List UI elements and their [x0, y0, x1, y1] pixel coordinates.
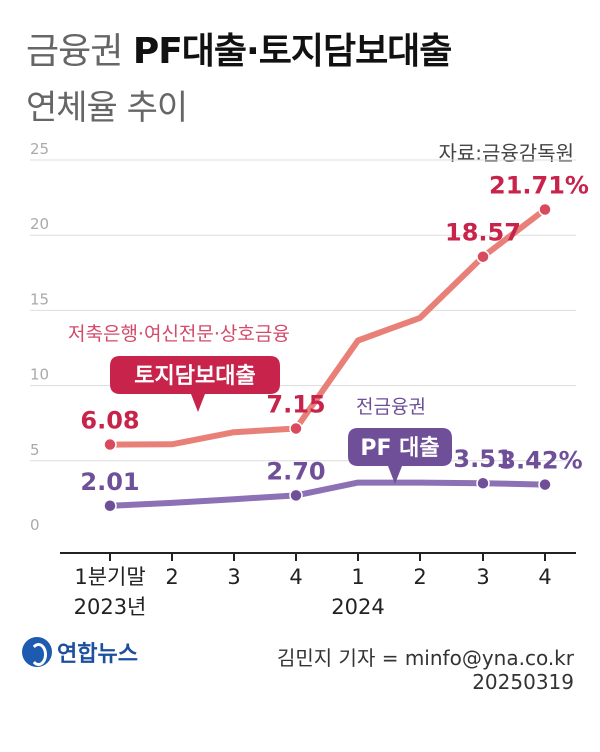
publish-date: 20250319	[472, 670, 574, 694]
y-tick-5: 5	[30, 441, 40, 459]
legend-tag-red: 토지담보대출	[110, 356, 280, 412]
data-point-0-0	[103, 437, 117, 452]
chart-title: 금융권 PF대출·토지담보대출	[26, 22, 453, 74]
y-tick-10: 10	[30, 366, 49, 384]
data-label-1-6: 3.51	[453, 445, 512, 473]
data-label-0-0: 6.08	[80, 407, 139, 435]
reporter-credit: 김민지 기자 = minfo@yna.co.kr	[277, 646, 574, 670]
data-point-1-0	[103, 499, 117, 513]
data-label-1-3: 2.70	[266, 457, 325, 485]
data-label-0-6: 18.57	[445, 219, 521, 247]
y-tick-15: 15	[30, 290, 49, 308]
y-tick-20: 20	[30, 215, 49, 233]
title-bold: PF대출·토지담보대출	[132, 31, 453, 72]
y-tick-0: 0	[30, 516, 40, 534]
y-tick-labels: 0 5 10 15 20 25	[30, 140, 49, 534]
data-point-1-6	[476, 476, 490, 490]
data-point-0-7	[538, 202, 552, 217]
year-label-2023: 2023년	[74, 595, 147, 619]
data-label-1-7: 3.42%	[499, 447, 582, 475]
data-label-0-7: 21.71%	[489, 171, 589, 199]
y-tick-25: 25	[30, 140, 49, 158]
chart-subtitle: 연체율 추이	[26, 88, 188, 128]
legend-tag-red-shape	[110, 356, 280, 412]
legend-tag-red-text: 토지담보대출	[134, 364, 255, 389]
group-label-red: 저축은행·여신전문·상호금융	[68, 323, 290, 345]
series-line-1	[107, 479, 548, 509]
x-tick-label-6: 3	[476, 565, 489, 589]
data-point-1-3	[289, 488, 303, 503]
data-point-1-7	[538, 477, 552, 492]
legend-tag-purple-shape	[348, 428, 452, 484]
series-lines	[107, 206, 548, 509]
x-tick-label-4: 1	[351, 565, 364, 589]
x-tick-label-3: 4	[289, 565, 302, 589]
logo-text: 연합뉴스	[57, 642, 138, 667]
x-tick-label-0: 1분기말	[74, 565, 145, 589]
source-note: 자료:금융감독원	[438, 141, 574, 165]
line-chart: 0 5 10 15 20 25 1분기말 2 3 4 1 2 3 4 2023년 2024 6.08 7.…	[30, 140, 589, 619]
series-line-0	[107, 206, 548, 448]
year-label-2024: 2024	[331, 595, 384, 619]
data-point-0-3	[289, 421, 303, 436]
title-light: 금융권	[26, 31, 133, 72]
legend-tag-purple-text: PF 대출	[360, 436, 439, 461]
group-label-purple: 전금융권	[356, 396, 426, 418]
yonhap-logo: 연합뉴스	[22, 636, 138, 668]
x-tick-label-2: 3	[227, 565, 240, 589]
data-labels: 6.08 7.15 18.57 21.71% 2.01 2.70 3.513.42%	[80, 171, 589, 495]
x-tick-labels: 1분기말 2 3 4 1 2 3 4	[74, 553, 552, 589]
data-label-1-0: 2.01	[80, 468, 139, 496]
series-points	[103, 202, 552, 513]
data-point-0-6	[476, 249, 490, 264]
x-tick-label-1: 2	[165, 565, 178, 589]
data-label-0-3: 7.15	[266, 390, 325, 418]
logo-icon	[22, 637, 52, 667]
legend-tag-purple: PF 대출	[348, 428, 452, 484]
x-tick-label-7: 4	[538, 565, 551, 589]
x-tick-label-5: 2	[413, 565, 426, 589]
